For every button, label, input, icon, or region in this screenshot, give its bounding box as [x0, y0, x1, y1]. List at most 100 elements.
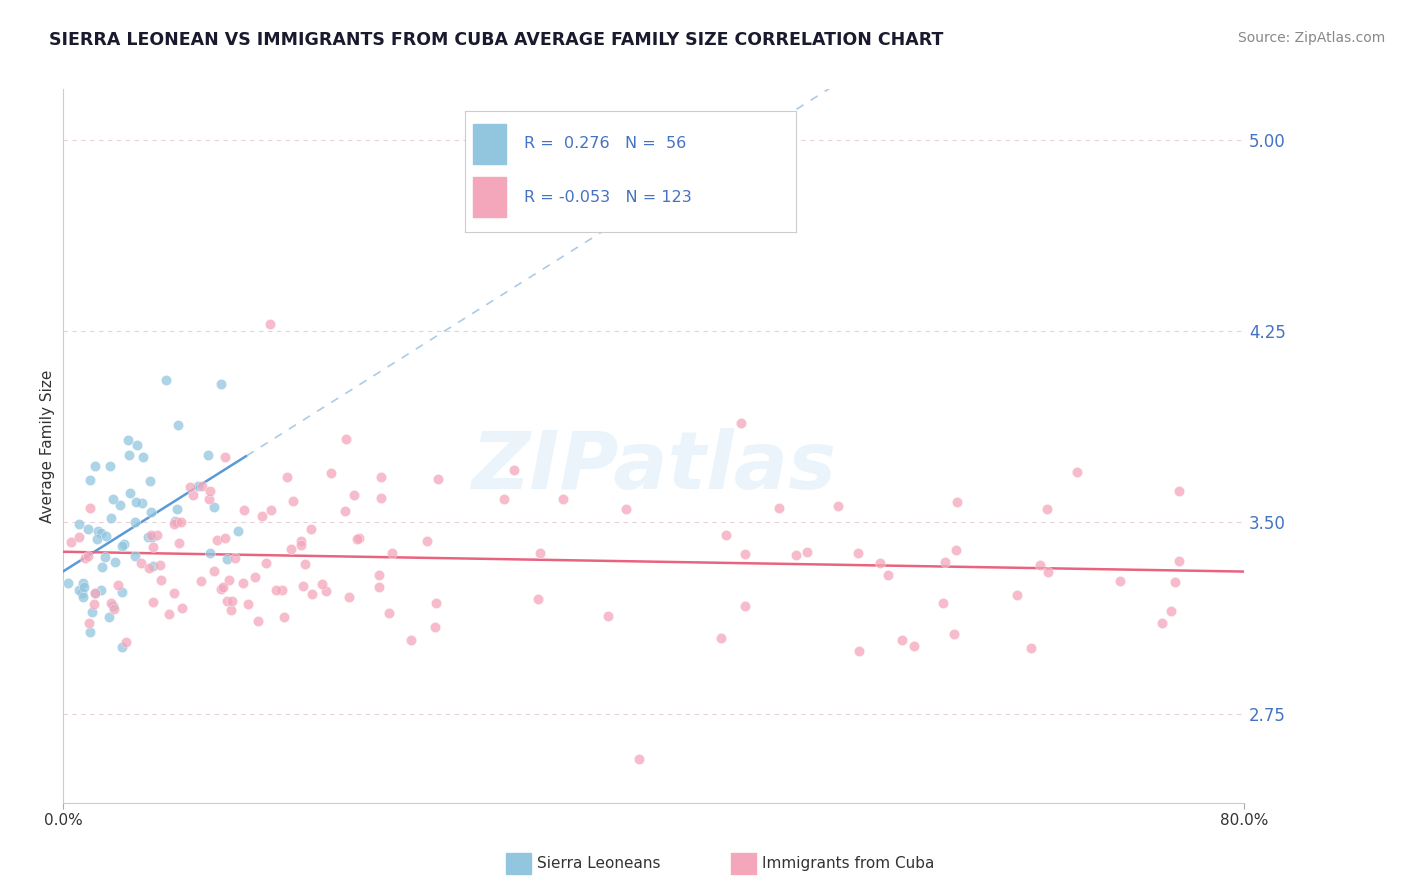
- Point: [72, 575, 94, 590]
- Point: [869, 556, 891, 570]
- Point: [77, 549, 100, 564]
- Point: [84, 586, 107, 600]
- Point: [83, 585, 105, 599]
- Point: [243, 570, 266, 584]
- Point: [943, 627, 966, 641]
- Point: [378, 606, 401, 620]
- Point: [214, 450, 236, 465]
- Point: [138, 561, 160, 575]
- Point: [254, 556, 277, 570]
- Point: [768, 500, 790, 515]
- Point: [280, 542, 302, 557]
- Point: [75, 550, 97, 565]
- Point: [187, 479, 209, 493]
- Point: [166, 417, 188, 432]
- Point: [260, 502, 283, 516]
- Point: [529, 546, 551, 560]
- Point: [877, 568, 900, 582]
- Point: [205, 533, 228, 548]
- Point: [96, 529, 118, 543]
- Point: [335, 432, 357, 446]
- Point: [167, 536, 190, 550]
- Point: [181, 488, 204, 502]
- Point: [301, 587, 323, 601]
- Point: [233, 502, 256, 516]
- Point: [141, 530, 163, 544]
- Point: [115, 635, 138, 649]
- Point: [219, 603, 242, 617]
- Point: [86, 532, 108, 546]
- Point: [111, 539, 134, 553]
- Point: [172, 601, 194, 615]
- Point: [166, 515, 188, 529]
- Point: [423, 620, 446, 634]
- Point: [846, 546, 869, 560]
- Point: [934, 555, 956, 569]
- Point: [198, 492, 221, 507]
- Point: [347, 531, 370, 545]
- Point: [614, 502, 637, 516]
- Point: [149, 558, 172, 573]
- Point: [1029, 558, 1052, 572]
- Point: [107, 578, 129, 592]
- Point: [848, 643, 870, 657]
- Point: [166, 502, 188, 516]
- Point: [162, 586, 184, 600]
- Point: [1038, 565, 1060, 579]
- Point: [228, 524, 250, 538]
- Point: [67, 530, 90, 544]
- Point: [179, 480, 201, 494]
- Point: [100, 596, 122, 610]
- Point: [125, 495, 148, 509]
- Point: [1066, 465, 1088, 479]
- Point: [83, 459, 105, 474]
- Point: [710, 631, 733, 645]
- Point: [551, 491, 574, 506]
- Point: [368, 567, 391, 582]
- Point: [124, 549, 146, 563]
- Point: [72, 590, 94, 604]
- Point: [734, 599, 756, 613]
- Point: [202, 500, 225, 515]
- Point: [271, 583, 294, 598]
- Point: [145, 528, 167, 542]
- Point: [218, 573, 240, 587]
- Text: ZIPatlas: ZIPatlas: [471, 428, 837, 507]
- Point: [291, 579, 314, 593]
- Point: [198, 546, 221, 560]
- Y-axis label: Average Family Size: Average Family Size: [39, 369, 55, 523]
- Point: [125, 438, 148, 452]
- Point: [264, 582, 287, 597]
- Point: [425, 596, 447, 610]
- Point: [82, 605, 104, 619]
- Point: [252, 509, 274, 524]
- Point: [399, 632, 422, 647]
- Point: [170, 515, 193, 529]
- Point: [311, 576, 333, 591]
- Point: [209, 376, 232, 391]
- Point: [734, 547, 756, 561]
- Point: [335, 504, 357, 518]
- Point: [77, 615, 100, 630]
- Point: [290, 538, 312, 552]
- Point: [315, 583, 337, 598]
- Text: Immigrants from Cuba: Immigrants from Cuba: [762, 856, 935, 871]
- Point: [276, 469, 298, 483]
- Point: [117, 433, 139, 447]
- Point: [124, 515, 146, 529]
- Point: [337, 590, 360, 604]
- Point: [104, 555, 127, 569]
- Point: [527, 591, 550, 606]
- Point: [283, 494, 305, 508]
- Point: [111, 585, 134, 599]
- Point: [367, 580, 389, 594]
- Point: [346, 532, 368, 546]
- Point: [142, 595, 165, 609]
- Point: [903, 639, 925, 653]
- Point: [155, 373, 177, 387]
- Point: [945, 543, 967, 558]
- Point: [100, 511, 122, 525]
- Point: [716, 527, 738, 541]
- Point: [202, 564, 225, 578]
- Point: [503, 463, 526, 477]
